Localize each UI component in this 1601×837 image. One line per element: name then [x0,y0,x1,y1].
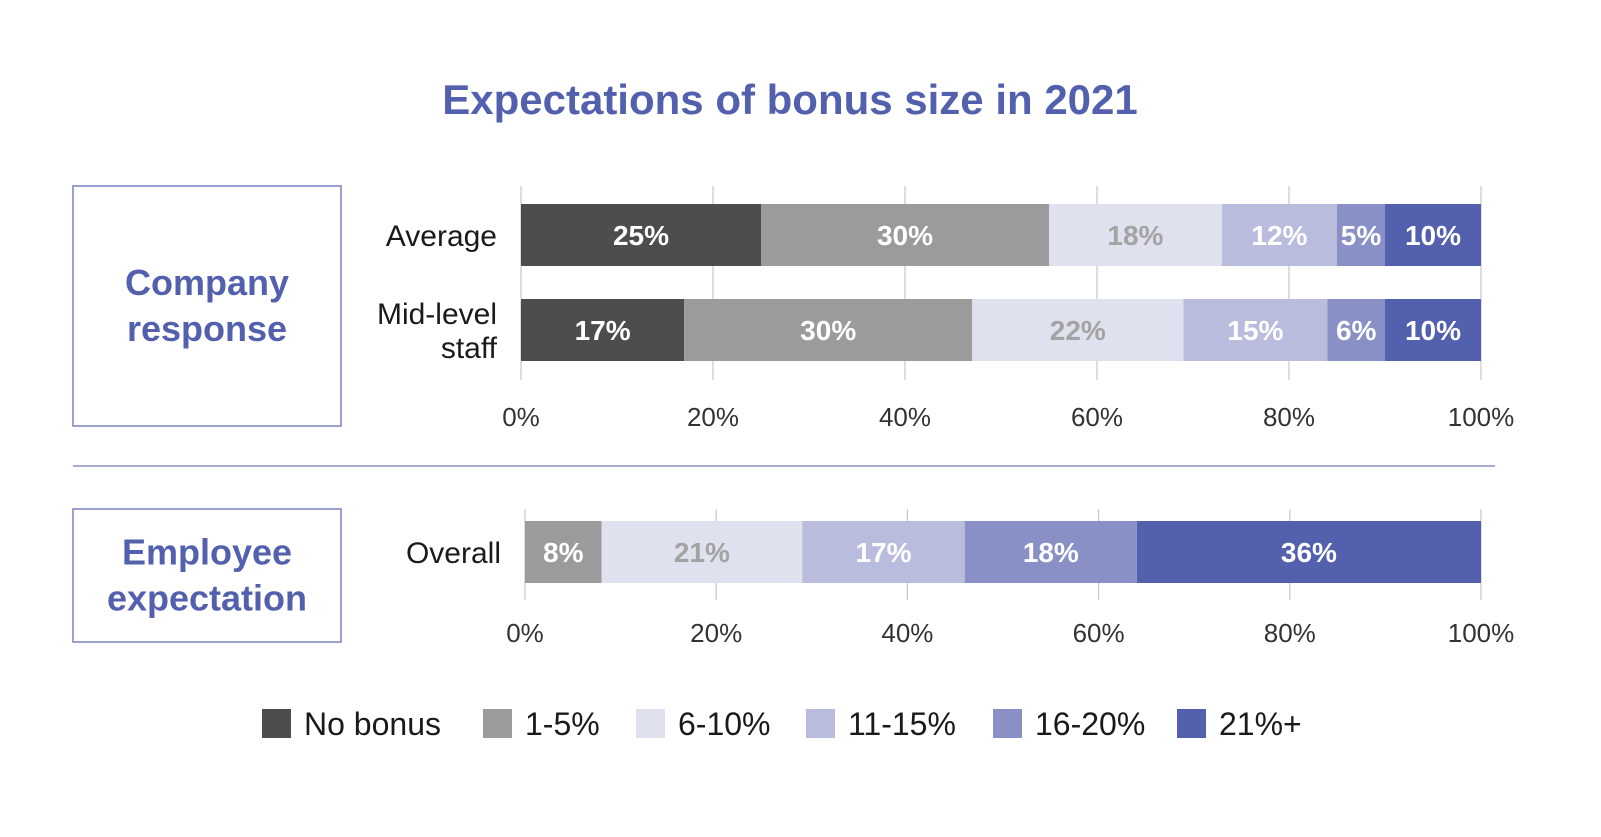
data-label: 30% [877,220,933,251]
bar-segment [1385,299,1481,361]
data-label: 17% [575,315,631,346]
x-tick-label: 0% [506,618,544,648]
x-tick-label: 60% [1073,618,1125,648]
x-tick-label: 100% [1448,402,1515,432]
legend-item: 16-20% [993,706,1145,742]
data-label: 10% [1405,220,1461,251]
bar-segment [972,299,1184,361]
legend-label: 16-20% [1035,706,1145,742]
bar-segment [1385,204,1481,266]
data-label: 18% [1107,220,1163,251]
data-label: 21% [674,537,730,568]
x-tick-label: 60% [1071,402,1123,432]
data-label: 8% [543,537,584,568]
legend-item: 1-5% [483,706,600,742]
x-tick-label: 100% [1448,618,1515,648]
bar-segment [525,521,602,583]
bar-segment [521,299,685,361]
bar-row: Average 25% 30% 18% 12% 5% 10% [386,204,1481,266]
legend-swatch [993,709,1022,738]
x-tick-label: 20% [690,618,742,648]
bar-segment [521,204,761,266]
category-label: Overall [406,537,501,570]
category-label: staff [441,332,498,365]
panel-label-line: Employee [122,532,292,573]
bar-segment [1136,521,1481,583]
legend-swatch [262,709,291,738]
legend-swatch [483,709,512,738]
legend-label: 1-5% [525,706,600,742]
data-label: 36% [1281,537,1337,568]
bar-segment [964,521,1137,583]
legend-label: 11-15% [848,706,956,742]
legend: No bonus 1-5% 6-10% 11-15% 16-20% 21%+ [262,706,1302,742]
legend-item: No bonus [262,706,441,742]
bar-segment [684,299,973,361]
data-label: 12% [1251,220,1307,251]
bar-segment [1221,204,1337,266]
data-label: 25% [613,220,669,251]
bar-segment [761,204,1049,266]
panel-label-line: expectation [107,578,307,619]
data-label: 22% [1050,315,1106,346]
legend-swatch [806,709,835,738]
panel-label-box [72,185,342,427]
legend-label: 6-10% [678,706,771,742]
panel-label-box [72,508,342,643]
bar-segment [1337,204,1385,266]
x-tick-label: 40% [879,402,931,432]
x-tick-label: 80% [1263,402,1315,432]
data-label: 30% [800,315,856,346]
data-label: 18% [1023,537,1079,568]
category-label: Average [386,220,497,253]
x-tick-label: 40% [881,618,933,648]
legend-swatch [636,709,665,738]
legend-label: 21%+ [1219,706,1302,742]
panel-1: Employee expectation Overall 8% 21% 17% 18% 36%… [72,508,1515,648]
panel-label-line: response [127,308,287,349]
x-tick-label: 80% [1264,618,1316,648]
legend-item: 11-15% [806,706,956,742]
x-tick-label: 20% [687,402,739,432]
data-label: 6% [1336,315,1377,346]
bar-segment [1183,299,1328,361]
panel-label-line: Company [125,262,289,303]
x-tick-label: 0% [502,402,540,432]
bar-segment [802,521,965,583]
legend-label: No bonus [304,706,441,742]
data-label: 17% [855,537,911,568]
chart-title: Expectations of bonus size in 2021 [442,76,1138,123]
bar-row: Overall 8% 21% 17% 18% 36% [406,521,1481,583]
bar-segment [1049,204,1222,266]
legend-swatch [1177,709,1206,738]
legend-item: 6-10% [636,706,771,742]
legend-item: 21%+ [1177,706,1302,742]
data-label: 5% [1341,220,1382,251]
data-label: 10% [1405,315,1461,346]
category-label: Mid-level [377,298,497,331]
data-label: 15% [1227,315,1283,346]
bar-segment [601,521,803,583]
bar-segment [1327,299,1385,361]
